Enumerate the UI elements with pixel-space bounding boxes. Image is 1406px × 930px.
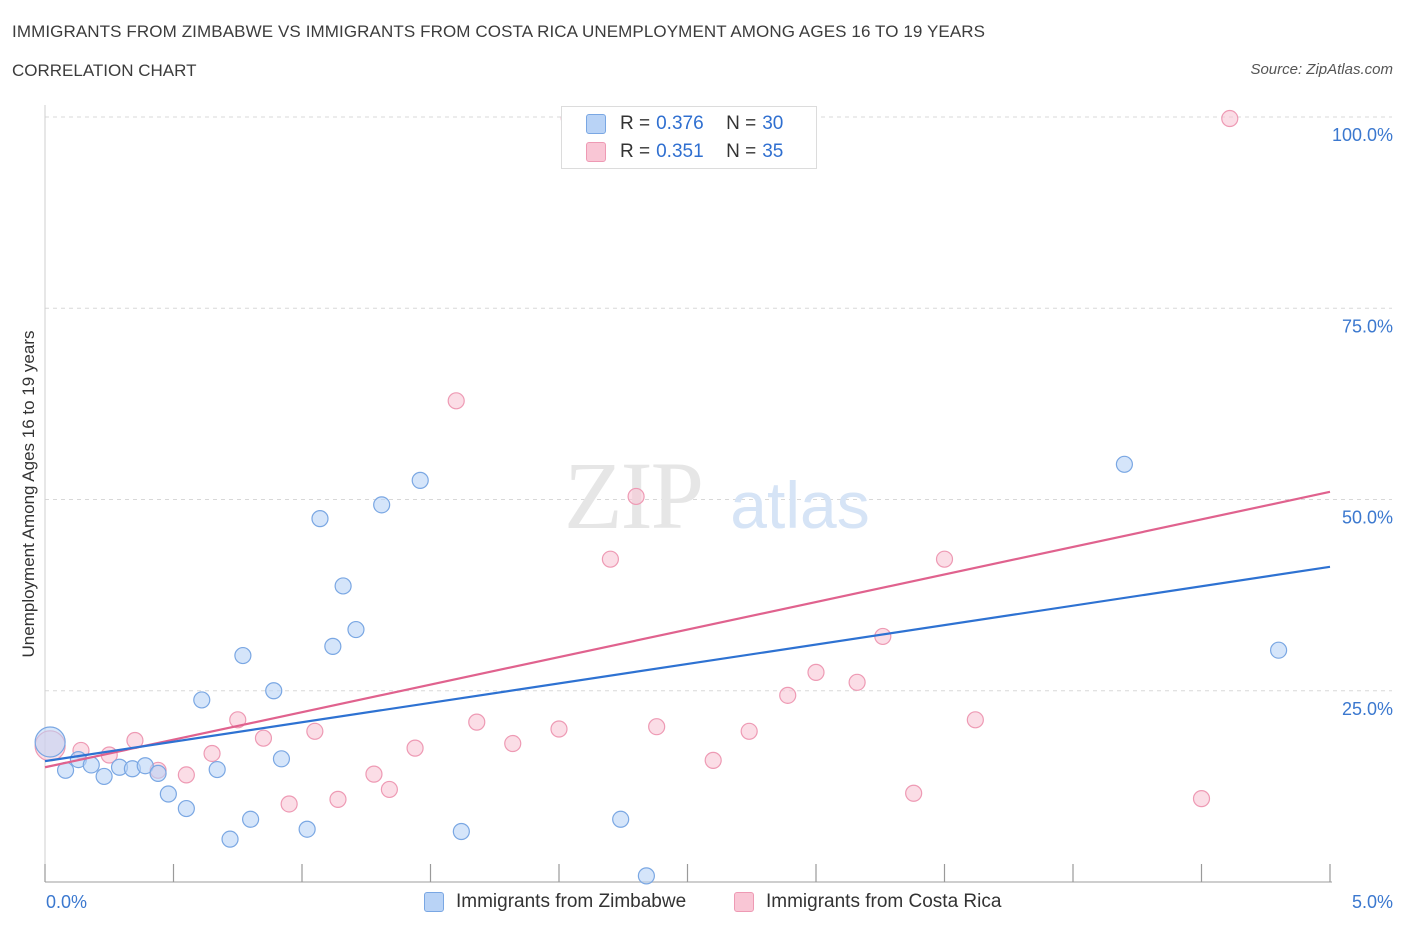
y-tick-label: 50.0% [1342,508,1393,528]
zimbabwe-point [34,726,66,758]
costa-rica-point [380,780,398,799]
costa-rica-point [935,550,954,568]
costa-rica-point [807,663,825,681]
costa-rica-point [874,627,892,646]
series-legend-costa-rica: Immigrants from Costa Rica [734,889,1001,915]
zimbabwe-trend-line [44,565,1331,763]
legend-row-zimbabwe: R = 0.376 N = 30 [586,112,783,136]
zimbabwe-point [149,764,167,782]
zimbabwe-point [324,637,342,655]
zimbabwe-point [298,820,316,838]
zimbabwe-point [136,757,154,775]
costa-rica-point [848,673,866,691]
source-label: Source: ZipAtlas.com [1250,61,1393,78]
watermark-atlas: atlas [730,468,869,542]
zimbabwe-point [1115,455,1134,473]
costa-rica-legend-label: Immigrants from Costa Rica [766,891,1002,912]
costa-rica-point [1221,109,1239,128]
legend-r-value: 0.376 [656,113,704,134]
costa-rica-point [740,722,758,740]
zimbabwe-swatch [424,892,444,912]
legend-n-label: N = [726,113,757,134]
zimbabwe-swatch [586,114,606,134]
zimbabwe-point [193,691,211,709]
y-tick-label: 75.0% [1342,316,1393,336]
zimbabwe-point [347,620,365,639]
costa-rica-point [601,550,620,568]
y-tick-label: 100.0% [1332,125,1393,145]
costa-rica-point [966,711,984,729]
trend-lines [44,490,1331,769]
costa-rica-swatch [586,142,606,162]
zimbabwe-point [411,471,429,489]
costa-rica-point [447,392,465,410]
costa-rica-point [203,744,221,763]
correlation-legend: R = 0.376 N = 30 R = 0.351 N = 35 [561,106,817,169]
costa-rica-swatch [734,892,754,912]
tick-labels: 25.0% 50.0% 75.0% 100.0% 0.0% 5.0% [46,125,1393,912]
costa-rica-point [254,729,273,747]
zimbabwe-point [95,767,113,786]
zimbabwe-point [221,830,239,848]
costa-rica-point [648,718,666,736]
costa-rica-point [280,795,298,813]
zimbabwe-point [311,510,329,528]
zimbabwe-point [177,799,195,818]
chart-subtitle: CORRELATION CHART [12,61,197,80]
costa-rica-point [177,766,195,784]
zimbabwe-point [1269,641,1288,659]
costa-rica-trend-line [44,490,1331,769]
zimbabwe-point [637,867,655,885]
costa-rica-point [329,790,347,808]
legend-row-costa-rica: R = 0.351 N = 35 [586,140,783,164]
costa-rica-point [504,734,522,753]
legend-n-value: 35 [762,141,784,162]
zimbabwe-point [159,785,177,803]
costa-rica-point [779,686,797,704]
chart-title: IMMIGRANTS FROM ZIMBABWE VS IMMIGRANTS F… [12,22,986,41]
x-tick-label: 5.0% [1352,892,1393,912]
y-tick-label: 25.0% [1342,699,1393,719]
legend-n-value: 30 [762,113,784,134]
series-legend-zimbabwe: Immigrants from Zimbabwe [424,889,686,915]
legend-r-label: R = [620,141,651,162]
legend-r-value: 0.351 [656,141,704,162]
zimbabwe-point [234,646,252,665]
zimbabwe-point [373,496,391,514]
costa-rica-point [704,751,722,769]
costa-rica-point [627,487,645,506]
costa-rica-point [550,720,568,738]
costa-rica-point [306,722,324,740]
zimbabwe-point [265,682,283,700]
data-points [34,109,1288,885]
costa-rica-point [365,765,383,783]
y-axis-label: Unemployment Among Ages 16 to 19 years [19,331,38,658]
x-tick-label: 0.0% [46,892,87,912]
zimbabwe-point [612,810,630,828]
costa-rica-point [905,784,923,802]
costa-rica-point [406,739,424,757]
costa-rica-point [468,713,486,731]
costa-rica-point [229,711,247,729]
zimbabwe-point [208,760,226,779]
zimbabwe-point [272,750,291,768]
zimbabwe-point [334,577,352,595]
legend-n-label: N = [726,141,757,162]
zimbabwe-point [242,810,260,828]
zimbabwe-point [452,822,470,841]
gridlines [45,116,1392,692]
zimbabwe-legend-label: Immigrants from Zimbabwe [456,891,687,912]
legend-r-label: R = [620,113,651,134]
costa-rica-point [1192,790,1211,808]
